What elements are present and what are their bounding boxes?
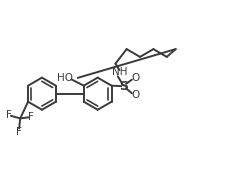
Text: O: O bbox=[131, 73, 140, 83]
Text: O: O bbox=[131, 90, 140, 100]
Text: HO: HO bbox=[57, 73, 73, 83]
Text: F: F bbox=[6, 110, 12, 120]
Text: F: F bbox=[16, 126, 22, 137]
Text: NH: NH bbox=[112, 67, 127, 77]
Text: F: F bbox=[28, 112, 34, 122]
Text: S: S bbox=[119, 80, 128, 93]
